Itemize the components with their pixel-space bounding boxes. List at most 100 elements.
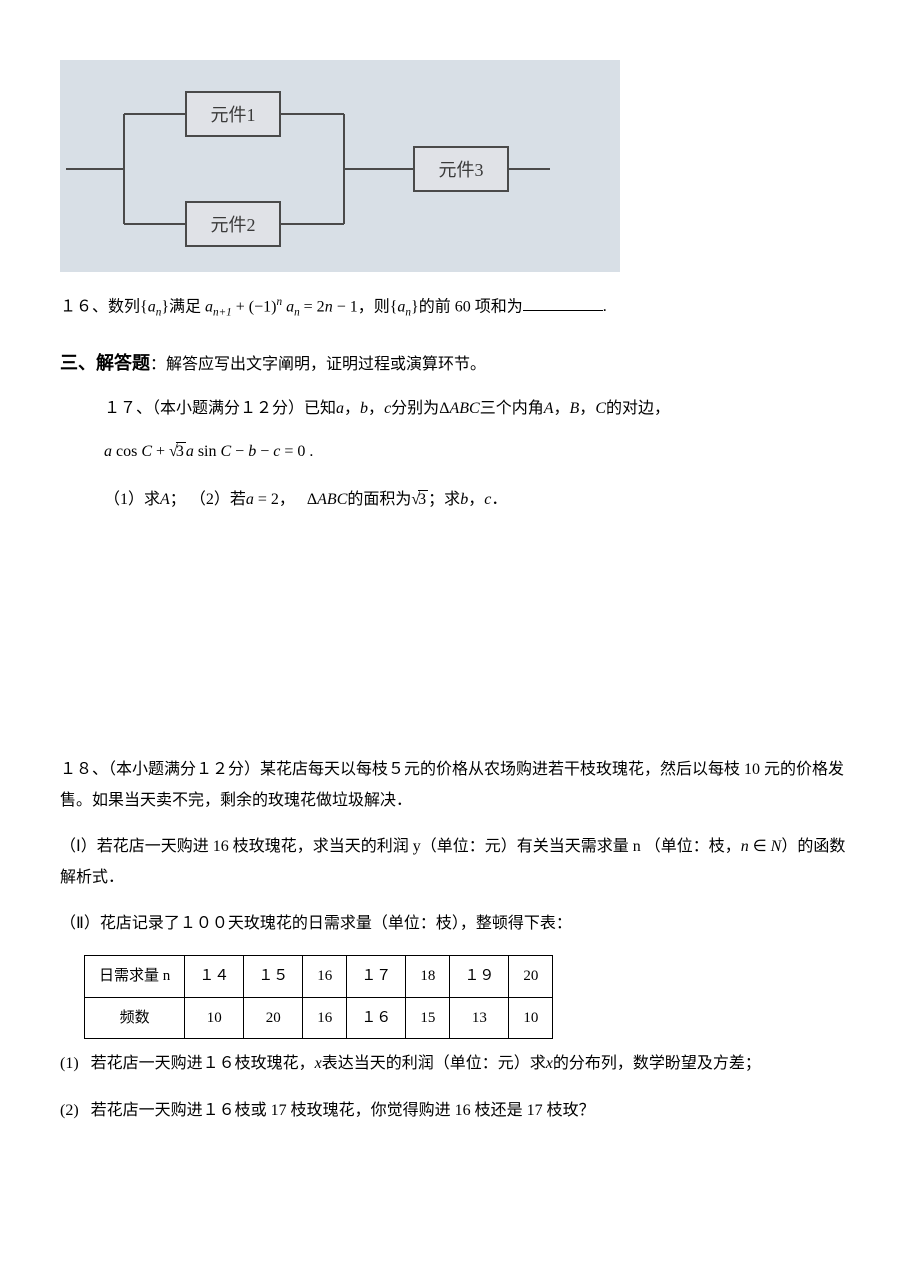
q18-sub2: 若花店一天购进１６枝或 17 枝玫瑰花，你觉得购进 16 枝还是 17 枝玫？ [91, 1102, 595, 1119]
cell-6: 10 [509, 997, 553, 1039]
q16-a1: a [148, 298, 156, 315]
sub2-label: (2) [60, 1102, 79, 1119]
diagram-label-1: 元件1 [211, 105, 256, 125]
q17-abc: ABC [449, 400, 479, 417]
q18-part1: （Ⅰ）若花店一天购进 16 枝玫瑰花，求当天的利润 y（单位：元）有关当天需求量… [60, 838, 741, 855]
header-label-text-pre: 日需求量 n [99, 968, 170, 984]
sep2: ， [368, 400, 384, 417]
section-3-heading: 三、解答题：解答应写出文字阐明，证明过程或演算环节。 [60, 346, 860, 380]
demand-table: 日需求量 n １４ １５ 16 １７ 18 １９ 20 频数 10 20 16 … [84, 955, 553, 1039]
q18-n: n [741, 838, 749, 855]
brace-close: } [161, 298, 169, 315]
q18-number: １８、 [60, 761, 108, 778]
q16-suffix: 的前 60 项和为 [419, 298, 523, 315]
q17-p2-a: a [246, 491, 254, 508]
brace-close2: } [411, 298, 419, 315]
q17-a: a [336, 400, 344, 417]
q17-p2-label: （2）若 [190, 491, 246, 508]
col-0: １４ [185, 956, 244, 998]
section-3-title: 三、解答题 [60, 353, 150, 373]
sqrt3-2: 3 [411, 485, 428, 515]
question-16: １６、数列{an}满足 an+1 + (−1)n an = 2n − 1，则{a… [60, 292, 860, 324]
cell-2: 16 [303, 997, 347, 1039]
q17-A: A [544, 400, 554, 417]
triangle-symbol-1: Δ [439, 400, 449, 417]
col-5: １９ [450, 956, 509, 998]
q16-period: . [603, 292, 607, 322]
q18-part2: （Ⅱ）花店记录了１００天玫瑰花的日需求量（单位：枝），整顿得下表： [60, 909, 860, 939]
col-1: １５ [244, 956, 303, 998]
q18-sub1a: 若花店一天购进１６枝玫瑰花， [91, 1055, 315, 1072]
cell-5: 13 [450, 997, 509, 1039]
col-3: １７ [347, 956, 406, 998]
q17-intro2: 分别为 [391, 400, 439, 417]
q16-satisfies: 满足 [169, 298, 201, 315]
minus-c: − [256, 443, 273, 460]
q17-intro3: 三个内角 [480, 400, 544, 417]
sep1: ， [344, 400, 360, 417]
q16-prefix: 数列 [108, 298, 140, 315]
q18-x2: x [546, 1055, 553, 1072]
in-symbol: ∈ [749, 838, 771, 855]
q17-find-b: b [460, 491, 468, 508]
q17-eq-b: b [248, 443, 256, 460]
question-17: １７、（本小题满分１２分）已知a，b，c分别为ΔABC三个内角A，B，C的对边，… [60, 394, 860, 515]
q17-a-eq-2: = 2， [254, 491, 295, 508]
col-2: 16 [303, 956, 347, 998]
table-row: 频数 10 20 16 １６ 15 13 10 [85, 997, 553, 1039]
q16-eq: = 2 [300, 298, 325, 315]
q17-eq-a2: a [186, 443, 194, 460]
col-4: 18 [406, 956, 450, 998]
q17-intro1: （本小题满分１２分）已知 [152, 400, 336, 417]
triangle-symbol-2: Δ [307, 491, 317, 508]
sep4: ， [579, 400, 595, 417]
q18-x1: x [315, 1055, 322, 1072]
fill-blank[interactable] [523, 293, 603, 312]
q16-then: ，则 [358, 298, 390, 315]
q17-eq-c2: C [220, 443, 231, 460]
sub1-label: (1) [60, 1055, 79, 1072]
q17-p1-semi: ； [170, 491, 186, 508]
q17-end: ． [491, 491, 507, 508]
q16-expr1: + (−1) [232, 298, 277, 315]
q17-intro4: 的对边， [606, 400, 670, 417]
q17-p1-A: A [160, 491, 170, 508]
sqrt3-1: 3 [169, 437, 186, 467]
q17-b: b [360, 400, 368, 417]
plus: + [152, 443, 169, 460]
q16-sup-n: n [276, 296, 282, 308]
cell-0: 10 [185, 997, 244, 1039]
q17-number: １７、 [104, 400, 152, 417]
q16-a2: a [205, 298, 213, 315]
cos-text: cos [112, 443, 141, 460]
section-3-desc: ：解答应写出文字阐明，证明过程或演算环节。 [150, 356, 486, 373]
question-18: １８、（本小题满分１２分）某花店每天以每枝５元的价格从农场购进若干枝玫瑰花，然后… [60, 755, 860, 1126]
q16-number: １６、 [60, 298, 108, 315]
workspace-gap [60, 515, 860, 755]
cell-1: 20 [244, 997, 303, 1039]
sin-text: sin [194, 443, 221, 460]
col-6: 20 [509, 956, 553, 998]
q17-eq-c1: C [141, 443, 152, 460]
q16-a3: a [286, 298, 294, 315]
q16-n-in-2n: n [325, 298, 333, 315]
q17-B: B [570, 400, 580, 417]
diagram-svg: 元件1 元件2 元件3 [66, 84, 550, 254]
eq-zero: = 0 . [280, 443, 313, 460]
diagram-label-3: 元件3 [439, 160, 484, 180]
q17-abc2: ABC [317, 491, 347, 508]
q18-sub1c: 的分布列，数学盼望及方差； [553, 1055, 761, 1072]
minus-b: − [231, 443, 248, 460]
freq-label: 频数 [85, 997, 185, 1039]
table-header-row: 日需求量 n １４ １５ 16 １７ 18 １９ 20 [85, 956, 553, 998]
q17-p1-label: （1）求 [104, 491, 160, 508]
q18-N: N [771, 838, 782, 855]
cell-3: １６ [347, 997, 406, 1039]
brace-open: { [140, 298, 148, 315]
q18-sub1b: 表达当天的利润（单位：元）求 [322, 1055, 546, 1072]
q18-intro: （本小题满分１２分）某花店每天以每枝５元的价格从农场购进若干枝玫瑰花，然后以每枝… [60, 761, 844, 808]
header-label: 日需求量 n [85, 956, 185, 998]
q17-area-post: ；求 [428, 491, 460, 508]
q16-np1: n+1 [213, 307, 232, 319]
q17-eq-a1: a [104, 443, 112, 460]
